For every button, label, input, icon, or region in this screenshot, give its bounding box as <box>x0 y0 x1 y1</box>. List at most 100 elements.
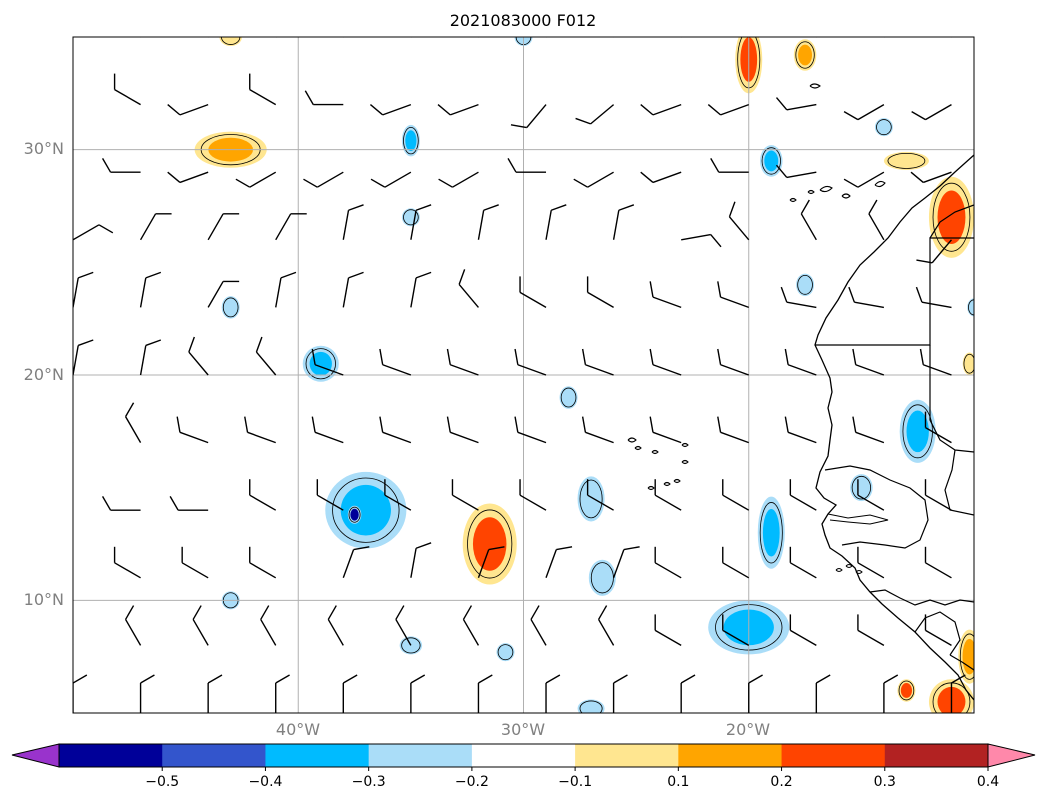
wind-barb-feather <box>35 158 43 172</box>
wind-barb <box>410 204 432 240</box>
wind-barb <box>586 276 614 309</box>
wind-barb-staff <box>343 37 345 38</box>
wind-barb-feather <box>458 269 466 285</box>
wind-barb-staff <box>314 431 344 444</box>
wind-barb-feather <box>101 495 112 511</box>
wind-barb <box>139 674 155 713</box>
anomaly-contour-line <box>759 502 783 564</box>
wind-barb <box>316 479 344 511</box>
wind-barb <box>728 201 750 241</box>
anomaly-inner-fill <box>854 478 869 497</box>
wind-barb-feather <box>304 90 314 105</box>
anomaly-contour-9 <box>347 505 362 524</box>
wind-barb <box>275 213 307 241</box>
wind-barb <box>35 91 73 105</box>
wind-barb-staff <box>857 171 885 188</box>
wind-barb-feather <box>488 546 505 551</box>
wind-barb <box>139 271 162 308</box>
wind-barb-staff <box>342 210 350 240</box>
wind-barb-staff <box>787 431 817 444</box>
wind-barb-staff <box>722 629 750 647</box>
wind-barb-staff <box>73 277 79 308</box>
wind-barb-feather <box>550 204 567 211</box>
wind-barb <box>993 276 1019 307</box>
wind-barb-staff <box>188 351 209 376</box>
wind-barb-staff <box>452 494 479 511</box>
anomaly-outer-fill <box>219 37 242 47</box>
anomaly-contour-19 <box>958 629 974 684</box>
wind-barb-feather <box>303 178 318 188</box>
graticule <box>73 37 974 713</box>
wind-barb-feather <box>167 171 181 183</box>
anomaly-outer-fill <box>496 643 515 662</box>
wind-barb <box>395 605 412 646</box>
wind-barb-feather <box>370 178 386 188</box>
wind-barb-feather <box>775 22 789 30</box>
wind-barb <box>410 542 432 578</box>
wind-barb-staff <box>140 37 142 38</box>
anomaly-contour-line <box>497 644 514 661</box>
colorbar-bin <box>59 744 163 767</box>
wind-barb-feather <box>780 286 788 303</box>
wind-barb <box>789 614 817 647</box>
wind-barb-staff <box>991 365 1019 375</box>
wind-barb <box>244 416 276 444</box>
wind-barb-staff <box>612 549 625 579</box>
canary-islands <box>789 180 886 203</box>
anomaly-contour-line <box>560 387 577 408</box>
wind-barb-staff <box>275 277 282 308</box>
wind-barb <box>780 286 817 309</box>
wind-barb-staff <box>327 619 344 646</box>
wind-barb <box>586 479 614 511</box>
mauritania-border <box>929 345 974 453</box>
wind-barb-staff <box>249 88 277 106</box>
wind-barb-feather <box>784 416 789 433</box>
wind-barb-feather <box>483 204 499 211</box>
wind-barb <box>462 605 480 646</box>
wind-barb-staff <box>342 277 350 308</box>
wind-barb-staff <box>249 562 277 579</box>
wind-barb-staff <box>247 431 276 444</box>
wind-barb-staff <box>545 549 557 579</box>
wind-barb-feather <box>618 204 635 211</box>
wind-barb <box>775 164 817 179</box>
sierra-leone-border <box>914 611 961 656</box>
wind-barb-staff <box>590 104 615 125</box>
wind-barb <box>73 576 74 578</box>
wind-barb <box>207 280 240 308</box>
wind-barb <box>73 224 114 241</box>
colorbar-bin <box>162 744 266 767</box>
wind-barb <box>950 674 966 713</box>
wind-barb-feather <box>573 178 588 188</box>
wind-barb-staff <box>249 494 277 511</box>
wind-barb <box>342 546 370 579</box>
wind-barb <box>379 416 412 444</box>
wind-barb-staff <box>722 562 750 579</box>
colorbar-bin <box>884 744 989 767</box>
wind-barb <box>680 674 696 713</box>
wind-barb-feather <box>167 104 181 116</box>
wind-barb-feather <box>167 22 181 30</box>
wind-barb-feather <box>379 416 384 433</box>
wind-barb-staff <box>748 37 751 38</box>
wind-barb-feather <box>748 674 763 684</box>
wind-barb-staff <box>993 630 1019 645</box>
wind-barb-staff <box>316 171 344 188</box>
bijagos-islands <box>835 564 863 574</box>
wind-barb <box>249 479 277 511</box>
wind-barb <box>477 204 499 240</box>
wind-barb <box>275 271 297 308</box>
wind-barb-staff <box>789 562 817 579</box>
wind-barb-feather <box>415 271 432 279</box>
wind-barb <box>437 103 479 116</box>
colorbar-over-arrow <box>987 743 1036 768</box>
wind-barb <box>857 546 885 579</box>
anomaly-contour-line <box>959 633 974 680</box>
wind-barb <box>260 605 277 646</box>
wind-barb <box>654 479 682 511</box>
wind-barb-staff <box>73 644 74 646</box>
wind-barb-feather <box>977 22 991 30</box>
wind-barb-feather <box>235 178 251 188</box>
wind-barb <box>477 546 505 579</box>
wind-barb-feather <box>843 178 859 188</box>
